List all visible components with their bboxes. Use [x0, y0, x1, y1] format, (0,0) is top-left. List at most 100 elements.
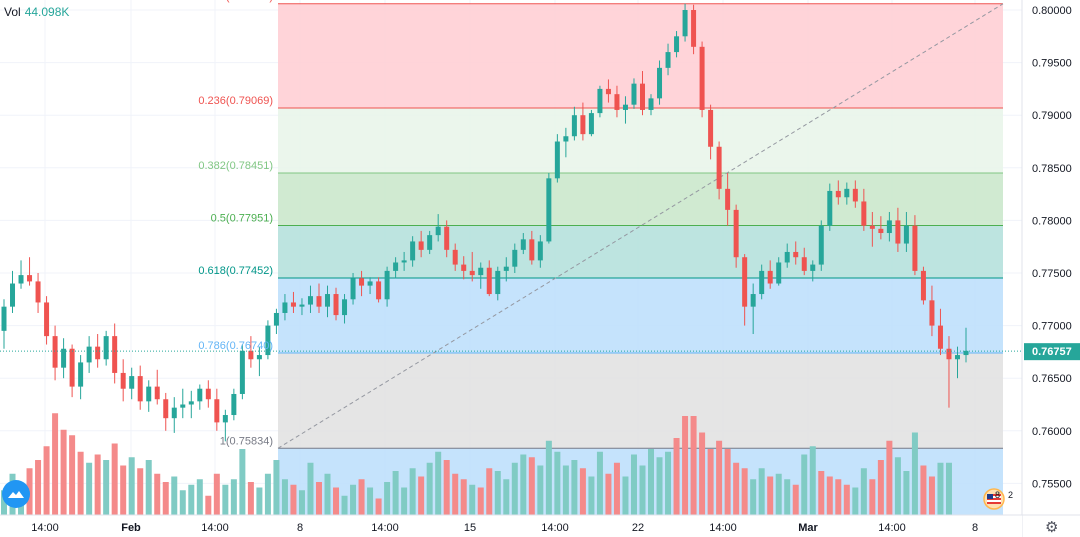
price-tick-label: 0.75500: [1032, 478, 1072, 490]
candle-body: [197, 388, 203, 402]
volume-bar: [128, 457, 135, 515]
candle-body: [418, 241, 424, 250]
time-axis[interactable]: 14:00 Feb 14:00 8 14:00 15 14:00 22 14:00 Mar 14:0…: [0, 514, 1080, 537]
current-price-label: 0.76757: [1024, 343, 1080, 361]
fib-label-0.786: 0.786(0.76740): [198, 340, 273, 352]
volume-bar: [392, 471, 399, 515]
economic-events-badge[interactable]: 8 2: [982, 487, 1016, 513]
candle-body: [112, 336, 118, 373]
volume-bar: [94, 454, 101, 515]
volume-bar: [716, 440, 723, 515]
event-count-a: 8: [995, 490, 1000, 500]
volume-bar: [426, 462, 433, 515]
candle-body: [708, 109, 714, 147]
time-tick-label: Feb: [121, 522, 141, 534]
volume-bar: [264, 473, 271, 515]
volume-bar: [358, 479, 365, 515]
fib-label-0.618: 0.618(0.77452): [198, 265, 273, 277]
candle-body: [512, 249, 518, 267]
volume-bar: [494, 471, 501, 515]
volume-bar: [656, 457, 663, 515]
candle-body: [86, 346, 92, 363]
candle-body: [478, 267, 484, 276]
volume-bar: [920, 465, 927, 515]
volume-bar: [477, 487, 484, 515]
volume-bar: [733, 462, 740, 515]
candle-body: [35, 281, 41, 303]
volume-bar: [77, 451, 84, 515]
volume-bar: [809, 446, 816, 515]
candle-body: [410, 241, 416, 261]
fibonacci-labels: 0(0.80059) 0.236(0.79069) 0.382(0.78451) 0.…: [198, 0, 273, 447]
candle-body: [937, 325, 943, 349]
fib-zone-0.236: [278, 107, 1003, 173]
candle-body: [648, 98, 654, 110]
candle-body: [554, 141, 560, 179]
candle-body: [588, 113, 594, 135]
volume-bar: [111, 443, 118, 515]
candle-body: [571, 115, 577, 137]
candle-body: [171, 407, 177, 419]
volume-bar: [247, 482, 254, 515]
candle-body: [248, 350, 254, 360]
candle-body: [18, 275, 24, 284]
volume-bar: [315, 482, 322, 515]
candle-body: [78, 362, 84, 387]
candle-body: [95, 346, 101, 360]
volume-bar: [452, 473, 459, 515]
volume-bar: [758, 468, 765, 515]
volume-bar: [273, 460, 280, 515]
volume-bar: [60, 429, 67, 515]
candle-body: [61, 348, 67, 368]
volume-bar: [137, 468, 144, 515]
candle-body: [359, 278, 365, 286]
candle-body: [691, 10, 697, 47]
candle-body: [69, 348, 75, 387]
volume-bar: [554, 451, 561, 515]
fibonacci-retracement[interactable]: [277, 3, 1004, 515]
volume-bar: [528, 457, 535, 515]
candle-body: [231, 393, 237, 416]
candle-body: [154, 386, 160, 400]
volume-bar: [537, 465, 544, 515]
candles: [0, 3, 1022, 442]
volume-bar: [324, 473, 331, 515]
candle-body: [27, 275, 33, 282]
candle-body: [273, 312, 279, 326]
candle-body: [844, 188, 850, 198]
candle-body: [742, 257, 748, 307]
volume-bar: [401, 487, 408, 515]
volume-bar: [690, 416, 697, 515]
volume-bar: [86, 462, 93, 515]
price-tick-label: 0.80000: [1032, 5, 1072, 17]
volume-bar: [341, 495, 348, 515]
candle-body: [129, 376, 135, 389]
candle-body: [10, 283, 16, 307]
time-tick-label: 14:00: [371, 522, 399, 534]
candle-body: [188, 401, 194, 405]
gear-icon[interactable]: ⚙: [1045, 519, 1059, 536]
price-tick-label: 0.78000: [1032, 215, 1072, 227]
volume-bar: [886, 440, 893, 515]
tradingview-cloud-icon[interactable]: [2, 480, 30, 508]
price-tick-label: 0.77000: [1032, 321, 1072, 333]
volume-bar: [571, 460, 578, 515]
candle-body: [580, 115, 586, 135]
candle-body: [461, 264, 467, 271]
price-tick-label: 0.79500: [1032, 58, 1072, 70]
time-tick-label: Mar: [798, 522, 818, 534]
volume-bar: [928, 476, 935, 515]
volume-bar: [418, 476, 425, 515]
candle-body: [750, 294, 756, 307]
candle-body: [367, 281, 373, 286]
volume-bar: [707, 449, 714, 515]
volume-bar: [945, 462, 952, 515]
volume-bar: [545, 440, 552, 515]
volume-bar: [52, 413, 59, 515]
volume-bar: [869, 479, 876, 515]
time-tick-label: 15: [464, 522, 476, 534]
candle-body: [325, 294, 331, 307]
price-axis[interactable]: 0.80000 0.79500 0.79000 0.78500 0.78000 0.775…: [1021, 0, 1080, 537]
fib-zone-0.786: [278, 352, 1003, 449]
